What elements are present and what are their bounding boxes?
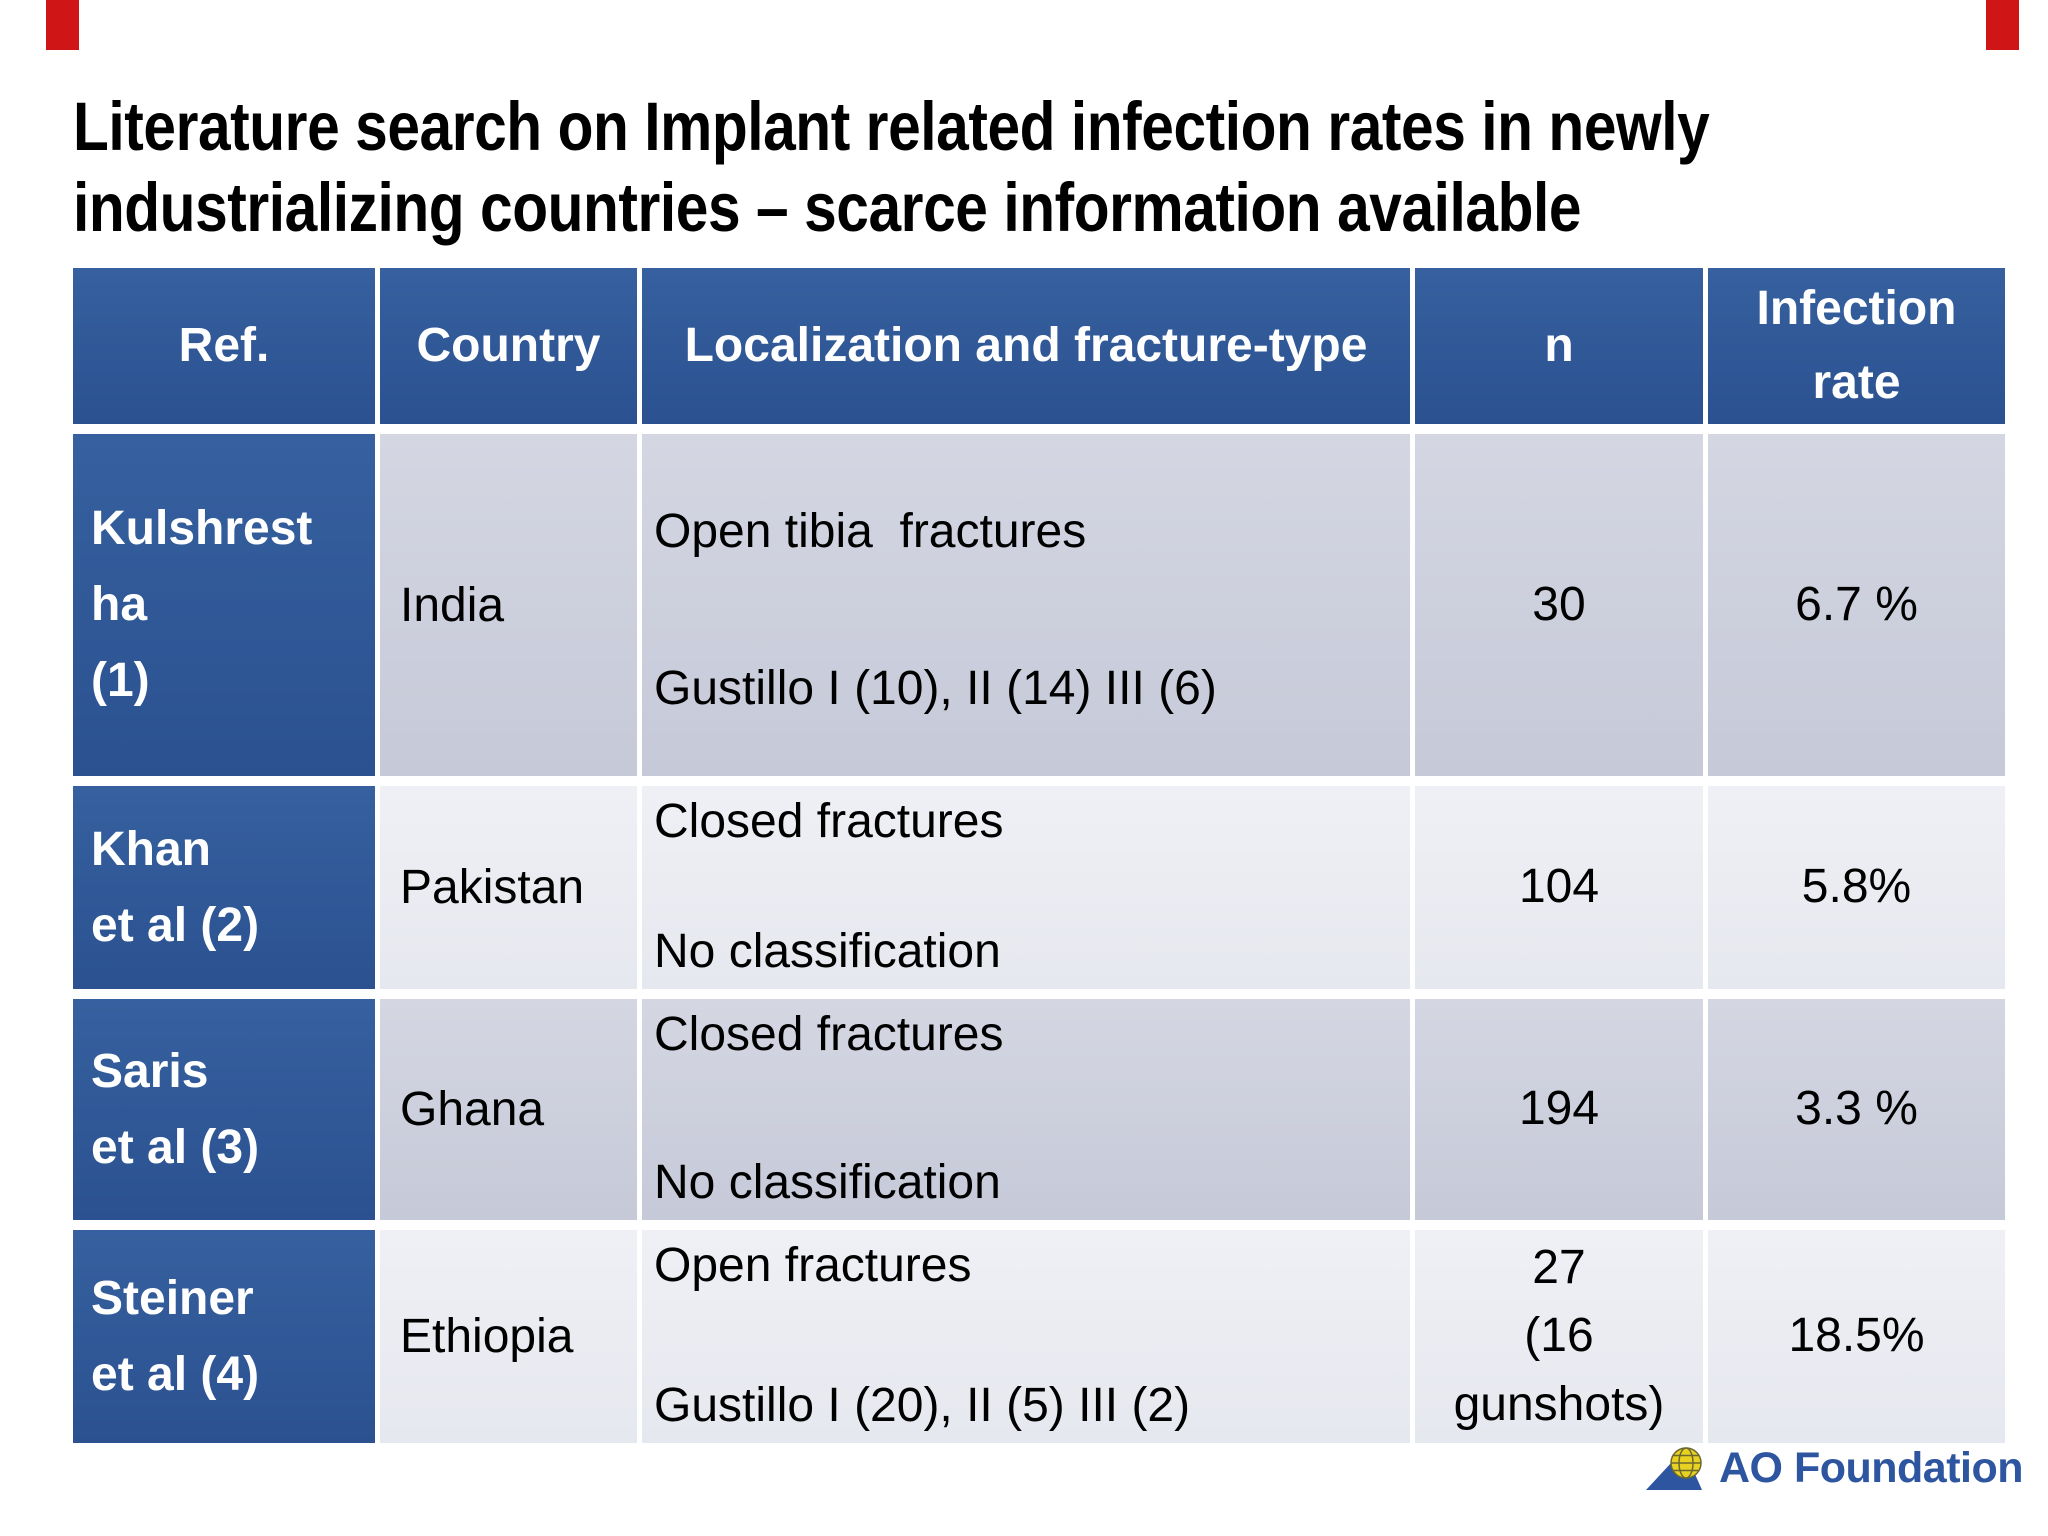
table-row-3-localization: Closed fractures No classification xyxy=(642,999,1410,1220)
column-header-ref: Ref. xyxy=(73,268,375,424)
ao-foundation-mark-icon xyxy=(1646,1446,1702,1490)
table-row-1-ref: Kulshrest ha (1) xyxy=(73,434,375,776)
table-row-2-infection-rate: 5.8% xyxy=(1708,786,2005,989)
column-header-n: n xyxy=(1415,268,1703,424)
localization-line: Closed fractures xyxy=(654,795,1004,848)
table-row-4-ref: Steiner et al (4) xyxy=(73,1230,375,1443)
table-row-3-country: Ghana xyxy=(380,999,637,1220)
table-row-3-ref: Saris et al (3) xyxy=(73,999,375,1220)
table-row-1-country: India xyxy=(380,434,637,776)
localization-line: No classification xyxy=(654,925,1001,978)
country-label: Pakistan xyxy=(400,861,585,914)
ref-line: (1) xyxy=(91,653,150,707)
localization-line: Gustillo I (20), II (5) III (2) xyxy=(654,1379,1191,1432)
column-header-localization: Localization and fracture-type xyxy=(642,268,1410,424)
table-row-4-infection-rate: 18.5% xyxy=(1708,1230,2005,1443)
literature-table: Ref. Country Localization and fracture-t… xyxy=(73,268,2005,1443)
ref-line: ha xyxy=(91,578,148,632)
ref-line: Khan xyxy=(91,822,211,876)
table-row-2-ref: Khan et al (2) xyxy=(73,786,375,989)
country-label: Ethiopia xyxy=(400,1310,574,1363)
slide-title: Literature search on Implant related inf… xyxy=(73,86,1710,248)
table-row-3-infection-rate: 3.3 % xyxy=(1708,999,2005,1220)
table-row-2-localization: Closed fractures No classification xyxy=(642,786,1410,989)
ref-line: et al (3) xyxy=(91,1120,260,1174)
localization-line: Open tibia fractures xyxy=(654,505,1087,558)
country-label: India xyxy=(400,578,505,632)
table-row-1-localization: Open tibia fractures Gustillo I (10), II… xyxy=(642,434,1410,776)
table-row-4-country: Ethiopia xyxy=(380,1230,637,1443)
table-row-2-country: Pakistan xyxy=(380,786,637,989)
slide-title-line-2: industrializing countries – scarce infor… xyxy=(73,169,1582,246)
ref-line: Saris xyxy=(91,1044,209,1098)
ref-line: Steiner xyxy=(91,1271,254,1325)
table-row-1-n: 30 xyxy=(1415,434,1703,776)
localization-line: Closed fractures xyxy=(654,1008,1004,1061)
table-row-4-n: 27 (16 gunshots) xyxy=(1415,1230,1703,1443)
red-marker-right xyxy=(1986,0,2019,50)
localization-line: No classification xyxy=(654,1156,1001,1209)
slide-title-line-1: Literature search on Implant related inf… xyxy=(73,88,1710,165)
ref-line: Kulshrest xyxy=(91,502,313,556)
ref-line: et al (4) xyxy=(91,1347,260,1401)
table-row-4-localization: Open fractures Gustillo I (20), II (5) I… xyxy=(642,1230,1410,1443)
column-header-country: Country xyxy=(380,268,637,424)
localization-line: Open fractures xyxy=(654,1239,972,1292)
table-row-3-n: 194 xyxy=(1415,999,1703,1220)
ao-foundation-label: AO Foundation xyxy=(1719,1444,2024,1492)
ref-line: et al (2) xyxy=(91,898,260,952)
table-row-2-n: 104 xyxy=(1415,786,1703,989)
localization-line: Gustillo I (10), II (14) III (6) xyxy=(654,662,1217,715)
ao-foundation-logo: AO Foundation xyxy=(1645,1444,2024,1493)
column-header-infection-rate: Infection rate xyxy=(1708,268,2005,424)
table-row-1-infection-rate: 6.7 % xyxy=(1708,434,2005,776)
country-label: Ghana xyxy=(400,1083,545,1136)
red-marker-left xyxy=(46,0,79,50)
